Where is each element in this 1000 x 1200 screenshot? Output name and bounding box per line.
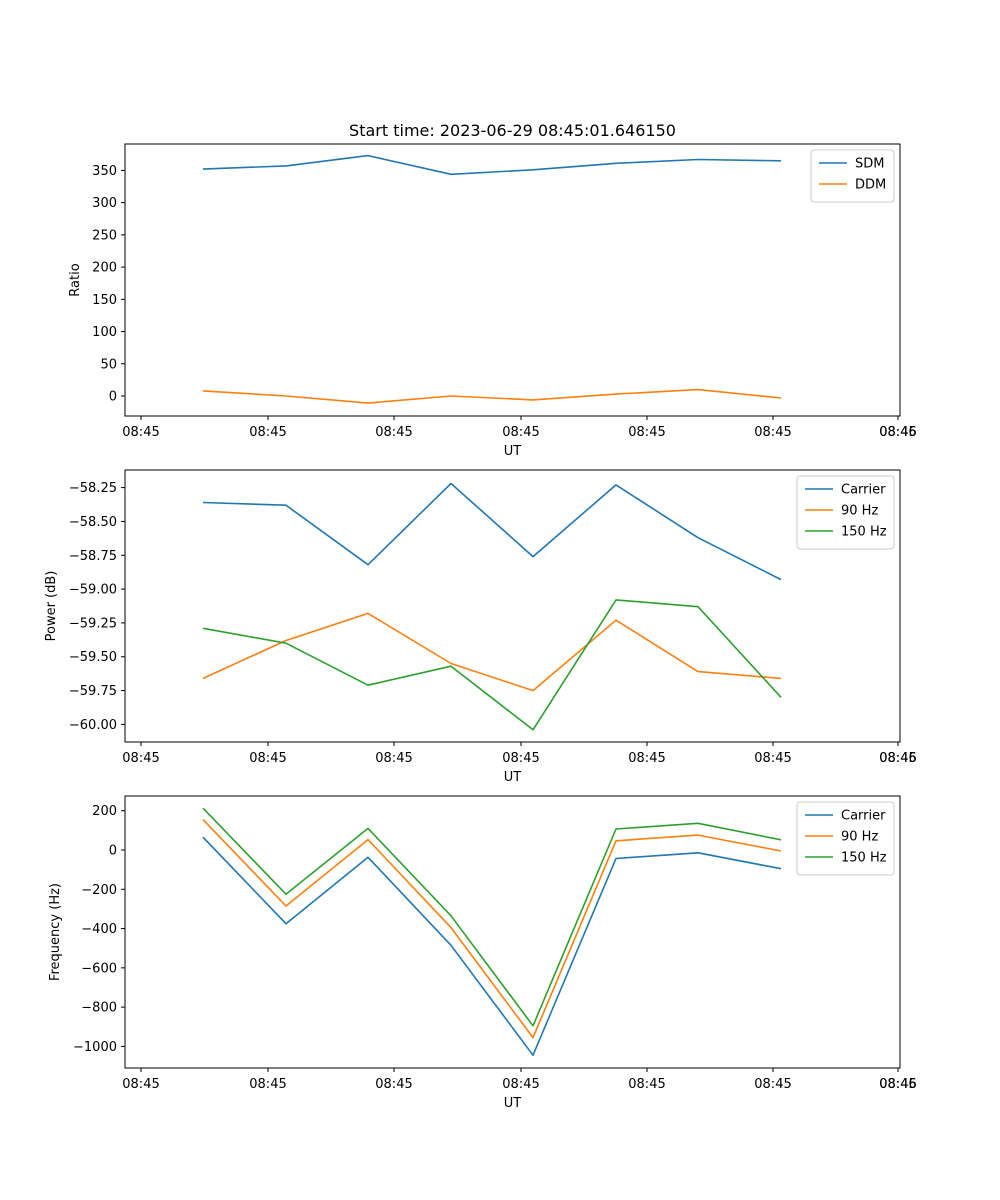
x-tick-label: 08:45 — [754, 751, 791, 766]
series-line-carrier — [202, 482, 782, 581]
series-line-90-hz — [202, 819, 782, 1039]
series-line-sdm — [202, 154, 782, 176]
y-tick-label: −800 — [81, 1001, 117, 1016]
x-tick-label: 08:46 — [879, 751, 916, 766]
y-tick-label: −200 — [81, 883, 117, 898]
y-axis-label: Ratio — [68, 263, 83, 296]
x-tick-label: 08:45 — [754, 425, 791, 440]
x-axis-label: UT — [504, 1096, 522, 1111]
y-tick-label: 350 — [92, 164, 117, 179]
x-tick-label: 08:45 — [628, 1077, 665, 1092]
series-line-90-hz — [202, 612, 782, 692]
y-tick-label: −59.00 — [69, 583, 117, 598]
x-tick-label: 08:45 — [879, 425, 916, 440]
y-axis-label: Power (dB) — [44, 571, 59, 642]
axes-frame — [124, 469, 901, 743]
y-tick-label: 0 — [109, 390, 117, 405]
legend-label: DDM — [855, 178, 886, 193]
x-tick-label: 08:45 — [375, 1077, 412, 1092]
axes-frame — [124, 795, 901, 1069]
x-tick-label: 08:45 — [628, 751, 665, 766]
y-tick-label: −58.25 — [69, 481, 117, 496]
legend-label: 90 Hz — [841, 830, 878, 845]
y-tick-label: −1000 — [73, 1040, 117, 1055]
x-axis-label: UT — [504, 444, 522, 459]
x-tick-label: 08:46 — [879, 1077, 916, 1092]
legend-label: 150 Hz — [841, 851, 887, 866]
y-tick-label: 300 — [92, 196, 117, 211]
x-tick-label: 08:45 — [628, 425, 665, 440]
legend-label: 90 Hz — [841, 504, 878, 519]
series-line-ddm — [202, 388, 782, 404]
x-tick-label: 08:45 — [122, 425, 159, 440]
x-tick-label: 08:45 — [502, 1077, 539, 1092]
x-tick-label: 08:45 — [249, 751, 286, 766]
x-tick-label: 08:45 — [375, 751, 412, 766]
chart-title: Start time: 2023-06-29 08:45:01.646150 — [349, 121, 676, 140]
x-tick-label: 08:45 — [502, 425, 539, 440]
y-tick-label: 100 — [92, 325, 117, 340]
x-tick-label: 08:45 — [122, 1077, 159, 1092]
y-tick-label: −58.50 — [69, 515, 117, 530]
y-tick-label: −60.00 — [69, 718, 117, 733]
y-tick-label: 250 — [92, 228, 117, 243]
y-tick-label: −59.75 — [69, 684, 117, 699]
frequency-panel: 08:45 08:45 08:45 08:45 08:45 08:45 08:4508:46… — [48, 795, 917, 1111]
y-tick-label: −400 — [81, 922, 117, 937]
x-tick-label: 08:45 — [249, 425, 286, 440]
x-tick-label: 08:45 — [754, 1077, 791, 1092]
y-tick-label: 50 — [100, 357, 117, 372]
y-tick-label: −59.50 — [69, 650, 117, 665]
x-tick-label: 08:45 — [879, 751, 916, 766]
y-tick-label: −58.75 — [69, 549, 117, 564]
x-tick-label: 08:45 — [122, 751, 159, 766]
x-axis-label: UT — [504, 770, 522, 785]
y-tick-label: 200 — [92, 261, 117, 276]
x-tick-label: 08:45 — [375, 425, 412, 440]
axes-frame — [124, 143, 901, 417]
y-axis-label: Frequency (Hz) — [48, 883, 63, 981]
y-tick-label: 150 — [92, 293, 117, 308]
legend-label: 150 Hz — [841, 525, 887, 540]
y-tick-label: −59.25 — [69, 616, 117, 631]
y-tick-label: −600 — [81, 961, 117, 976]
x-tick-label: 08:46 — [879, 425, 916, 440]
legend-label: SDM — [855, 157, 884, 172]
y-tick-label: 200 — [92, 804, 117, 819]
legend-label: Carrier — [841, 483, 886, 498]
ratio-panel: 08:45 08:45 08:45 08:45 08:45 08:45 08:4508:46… — [68, 143, 917, 459]
y-tick-label: 0 — [109, 844, 117, 859]
power-panel: 08:45 08:45 08:45 08:45 08:45 08:45 08:4508:46… — [44, 469, 917, 785]
x-tick-label: 08:45 — [502, 751, 539, 766]
series-line-carrier — [202, 836, 782, 1056]
legend-label: Carrier — [841, 809, 886, 824]
x-tick-label: 08:45 — [249, 1077, 286, 1092]
x-tick-label: 08:45 — [879, 1077, 916, 1092]
series-line-150-hz — [202, 807, 782, 1027]
series-line-150-hz — [202, 599, 782, 731]
